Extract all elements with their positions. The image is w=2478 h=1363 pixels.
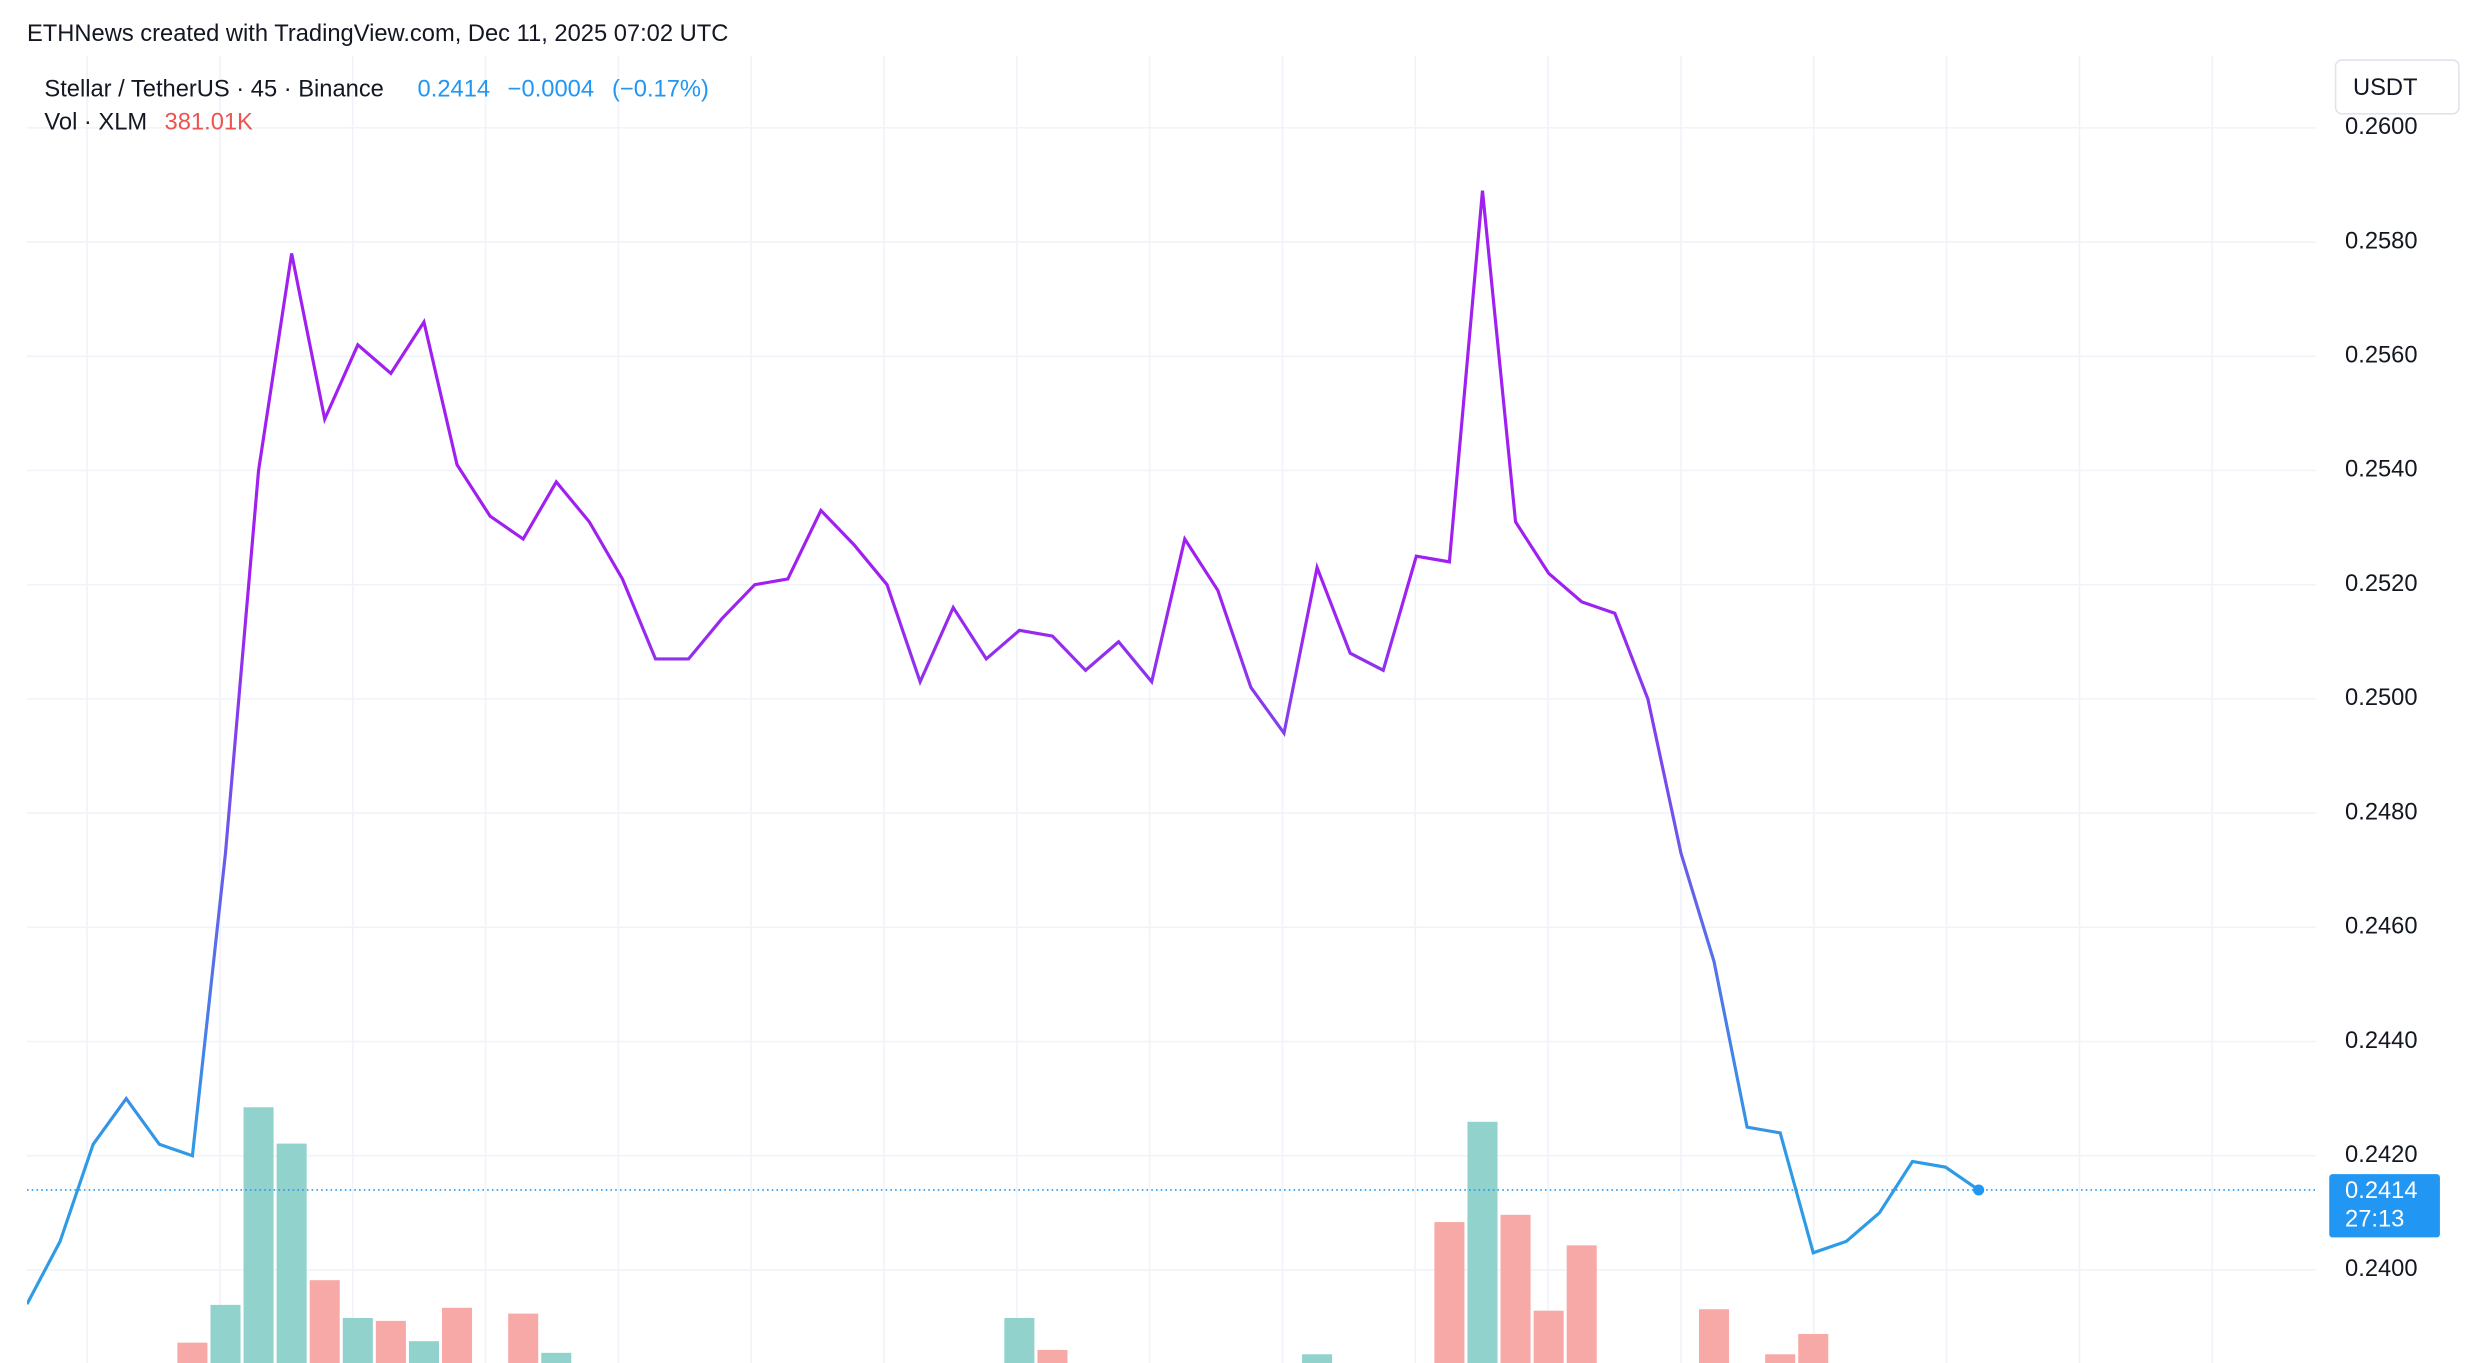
y-tick-label: 0.2600 xyxy=(2345,114,2418,140)
volume-bar xyxy=(210,1304,241,1363)
y-axis: 0.2400 0.2420 0.2440 0.2460 0.2480 0.2500 0.25… xyxy=(2329,114,2440,1282)
volume-bar xyxy=(408,1341,439,1363)
volume-bar xyxy=(1467,1121,1498,1363)
volume-bar xyxy=(243,1107,274,1363)
volume-bar xyxy=(1037,1349,1068,1363)
volume-value: 381.01K xyxy=(165,110,253,136)
change-pct: (−0.17%) xyxy=(612,76,709,102)
y-tick-label: 0.2440 xyxy=(2345,1028,2418,1054)
y-tick-label: 0.2460 xyxy=(2345,914,2418,940)
volume-bar xyxy=(1699,1309,1730,1363)
currency[interactable]: USDT xyxy=(2353,75,2418,101)
y-tick-label: 0.2520 xyxy=(2345,571,2418,597)
volume-bar xyxy=(1004,1317,1035,1363)
volume-bar xyxy=(276,1143,307,1363)
volume-bar xyxy=(375,1320,406,1363)
volume-bar xyxy=(1566,1245,1597,1363)
symbol: Stellar / TetherUS · 45 · Binance xyxy=(44,76,383,102)
y-tick-label: 0.2540 xyxy=(2345,457,2418,483)
volume-bar xyxy=(1533,1310,1564,1363)
last-point xyxy=(1973,1184,1985,1196)
volume xyxy=(177,1107,1829,1363)
volume-bar xyxy=(1434,1222,1465,1363)
price-tag-label: 0.2414 xyxy=(2345,1178,2418,1204)
price-tag xyxy=(2329,1174,2440,1238)
volume-bar xyxy=(309,1280,340,1363)
volume-bar xyxy=(508,1313,539,1363)
volume-bar xyxy=(1302,1354,1333,1363)
grid xyxy=(27,55,2317,1363)
volume-bar xyxy=(1765,1354,1796,1363)
countdown: 27:13 xyxy=(2345,1206,2404,1232)
change: −0.0004 xyxy=(508,76,594,102)
y-tick-label: 0.2420 xyxy=(2345,1142,2418,1168)
volume-bar xyxy=(541,1352,572,1363)
volume-bar xyxy=(1500,1214,1531,1363)
y-tick-label: 0.2560 xyxy=(2345,343,2418,369)
currency-button[interactable] xyxy=(2334,59,2460,115)
volume-bar xyxy=(1798,1333,1829,1363)
last-price: 0.2414 xyxy=(418,76,491,102)
y-tick-label: 0.2580 xyxy=(2345,228,2418,254)
volume-bar xyxy=(342,1317,373,1363)
price xyxy=(27,190,2317,1305)
y-tick-label: 0.2500 xyxy=(2345,685,2418,711)
volume-label: Vol · XLM xyxy=(44,110,147,136)
volume-bar xyxy=(177,1342,208,1363)
volume-bar xyxy=(442,1307,473,1363)
price-line xyxy=(27,190,1980,1305)
credit: ETHNews created with TradingView.com, De… xyxy=(27,21,728,47)
y-tick-label: 0.2480 xyxy=(2345,799,2418,825)
y-tick-label: 0.2400 xyxy=(2345,1256,2418,1282)
